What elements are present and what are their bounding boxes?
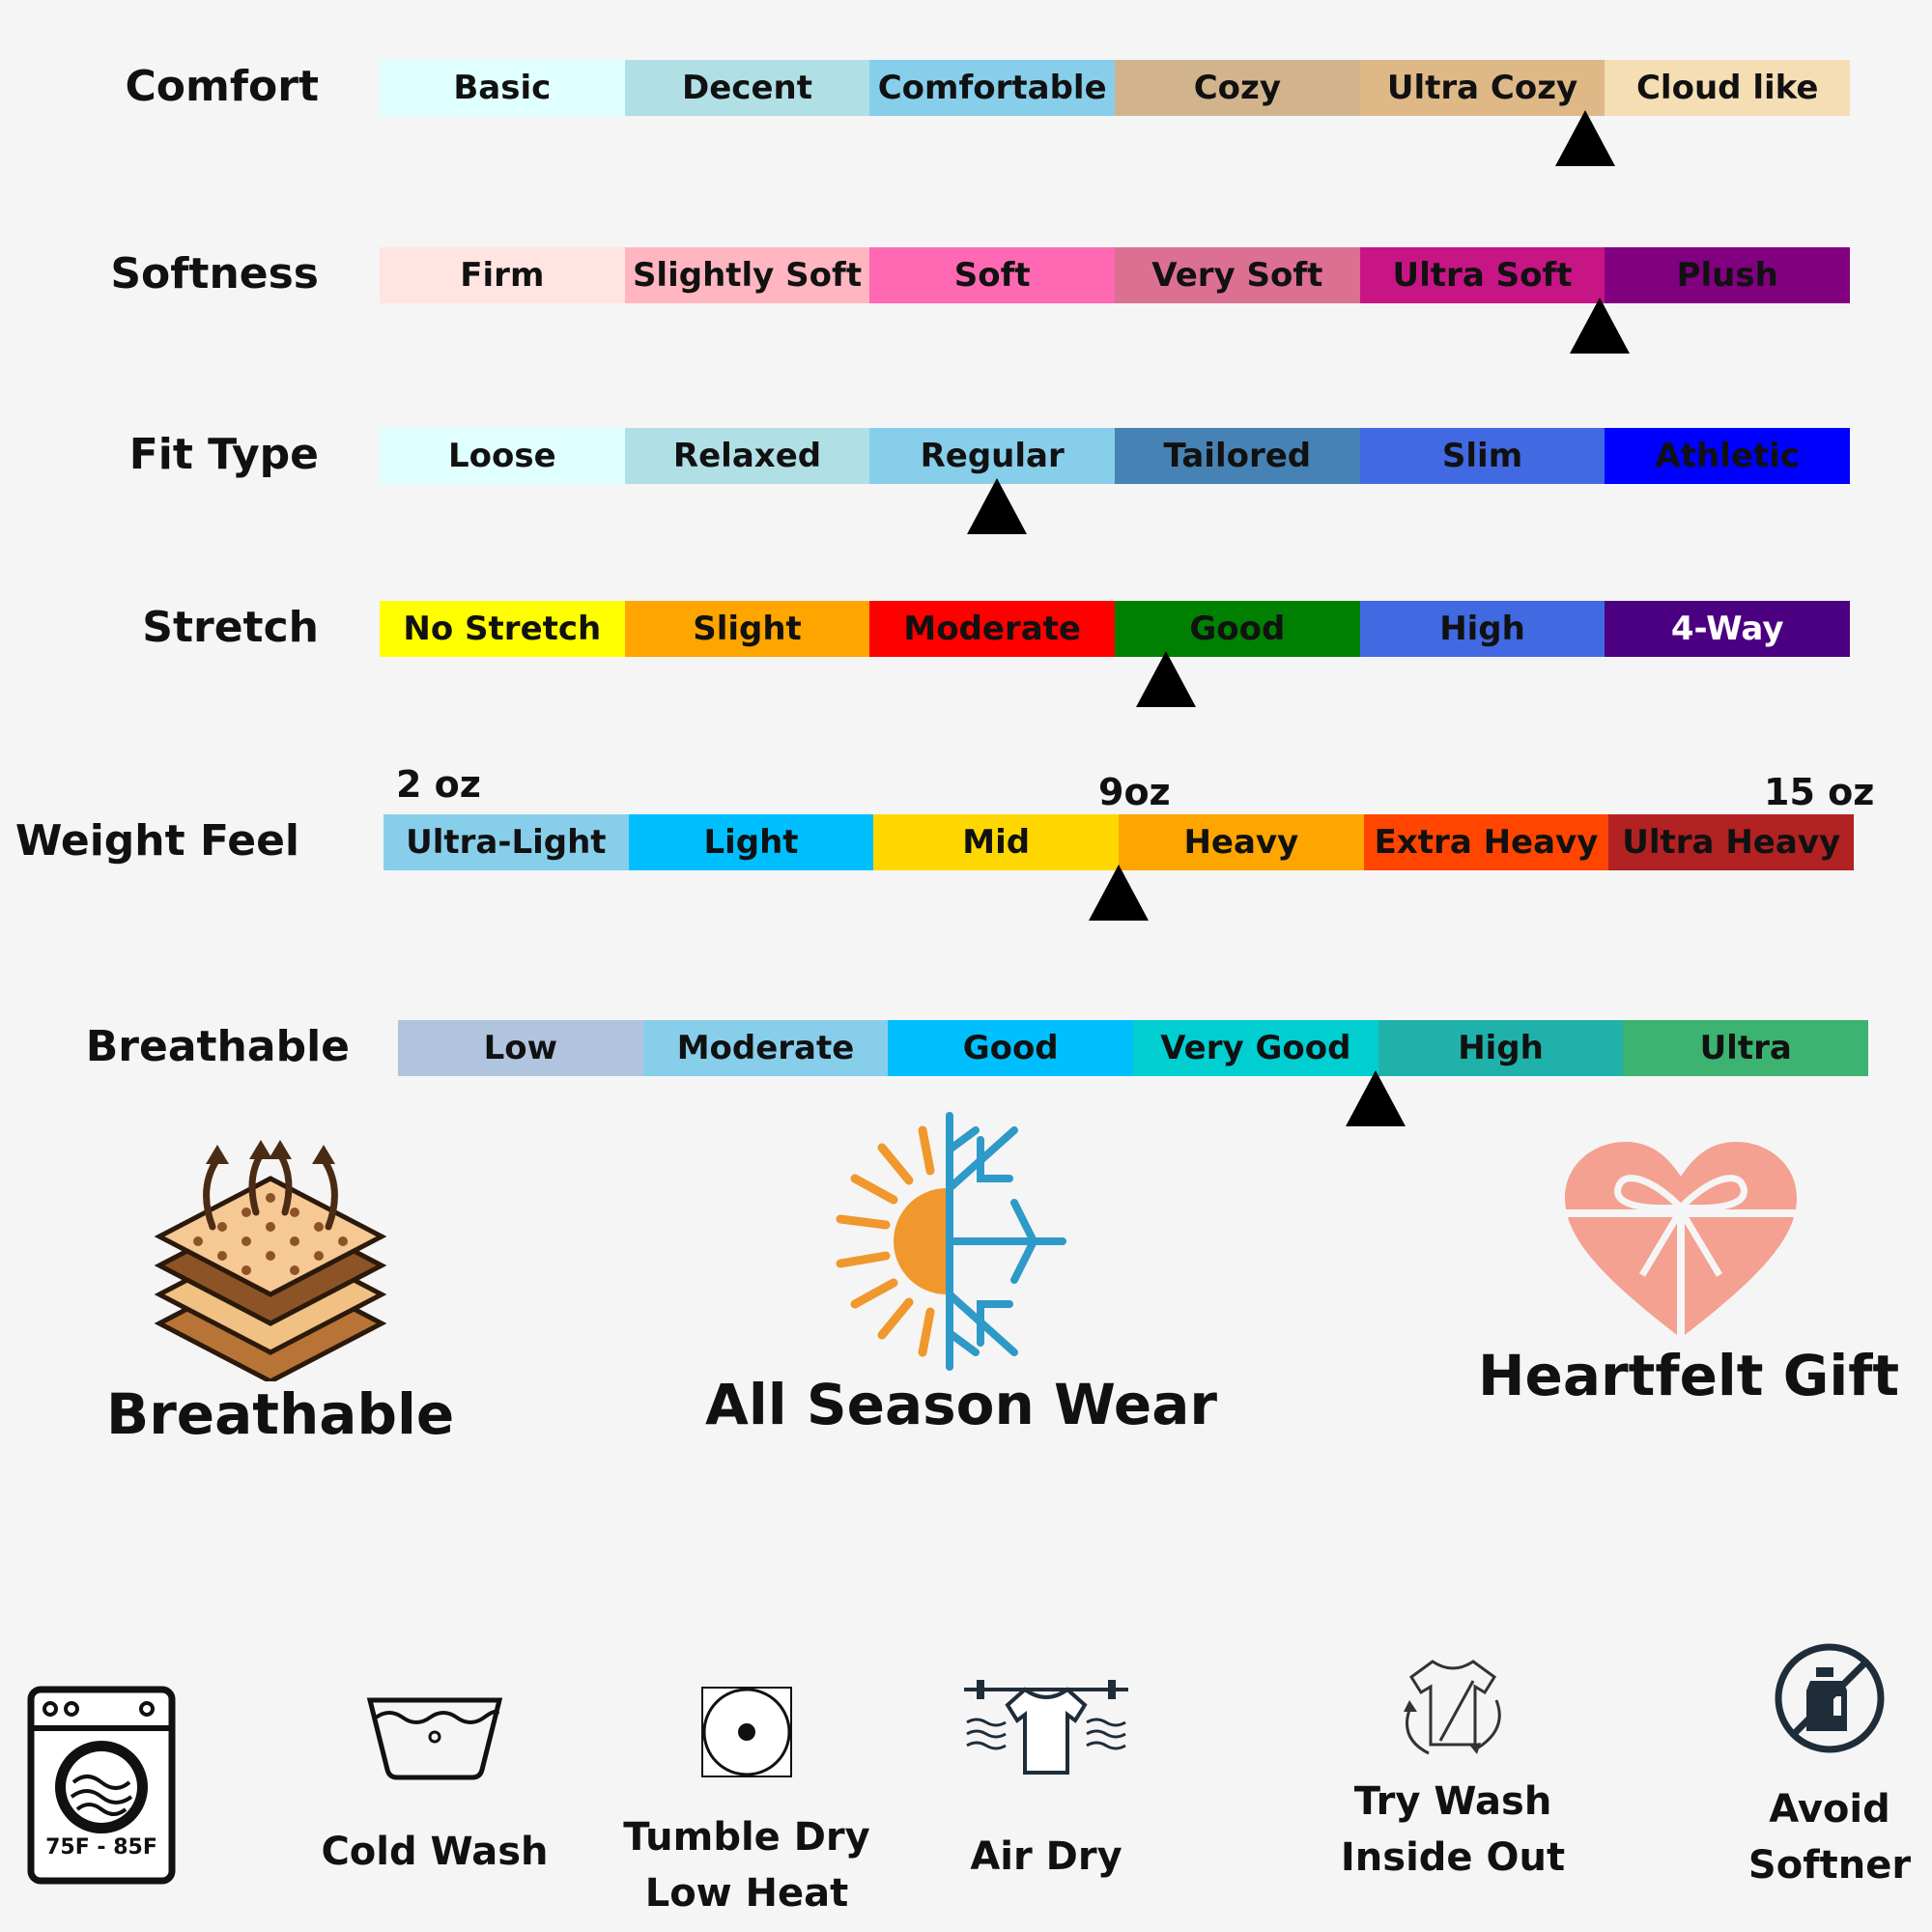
scale-bar-5: Low Moderate Good Very Good High Ultra: [398, 1020, 1869, 1076]
scale-label-1: Softness: [110, 249, 319, 298]
feature-title-all-season: All Season Wear: [705, 1372, 1217, 1437]
scale-segment: 4-Way: [1605, 601, 1851, 657]
feature-title-breathable: Breathable: [106, 1381, 455, 1447]
scale-segment: Tailored: [1115, 428, 1360, 484]
gift-heart-icon: [1560, 1140, 1802, 1343]
scale-pointer-2: [967, 478, 1028, 534]
scale-segment: Regular: [869, 428, 1116, 484]
care-tumble-dry: Tumble Dry Low Heat: [611, 1686, 882, 1921]
feature-gift: Heartfelt Gift: [1478, 1140, 1900, 1408]
scale-segment: Decent: [624, 60, 870, 116]
scale-label-4: Weight Feel: [14, 816, 299, 866]
scale-segment: Cloud like: [1605, 60, 1851, 116]
care-air-dry: Air Dry: [911, 1676, 1181, 1885]
scale-segment: High: [1359, 601, 1605, 657]
scale-segment: Moderate: [869, 601, 1116, 657]
scale-segment: Heavy: [1119, 814, 1364, 870]
scale-segment: Slightly Soft: [624, 247, 870, 303]
scale-bar-2: Loose Relaxed Regular Tailored Slim Athletic: [380, 428, 1851, 484]
scale-pointer-0: [1555, 110, 1616, 166]
sun-snowflake-icon: [816, 1111, 1077, 1372]
feature-title-gift: Heartfelt Gift: [1478, 1343, 1900, 1408]
scale-label-2: Fit Type: [128, 430, 319, 479]
breathable-fabric-icon: [140, 1121, 401, 1381]
scale-bar-3: No Stretch Slight Moderate Good High 4-Way: [380, 601, 1851, 657]
care-inside-out: Try Wash Inside Out: [1318, 1652, 1588, 1886]
tshirt-inside-out-icon: [1390, 1652, 1516, 1758]
care-label-inside-out: Try Wash Inside Out: [1340, 1779, 1566, 1880]
care-label-cold-wash: Cold Wash: [321, 1830, 549, 1874]
tumble-dry-icon: [700, 1686, 793, 1778]
scale-pointer-4: [1089, 865, 1149, 921]
scale-pointer-5: [1346, 1070, 1406, 1126]
scale-segment: Extra Heavy: [1363, 814, 1609, 870]
care-no-softener: Avoid Softner: [1694, 1642, 1932, 1893]
care-label-air-dry: Air Dry: [970, 1834, 1122, 1879]
feature-all-season: All Season Wear: [705, 1111, 1217, 1437]
scale-segment: No Stretch: [380, 601, 625, 657]
scale-segment: Very Soft: [1115, 247, 1360, 303]
scale-bar-0: Basic Decent Comfortable Cozy Ultra Cozy Clou…: [380, 60, 1851, 116]
weight-mark-min: 2 oz: [396, 763, 481, 806]
scale-label-0: Comfort: [125, 62, 319, 111]
scale-segment: Ultra-Light: [384, 814, 629, 870]
weight-mark-mid: 9oz: [1098, 771, 1171, 813]
scale-segment: Ultra Soft: [1359, 247, 1605, 303]
scale-segment: Relaxed: [624, 428, 870, 484]
scale-pointer-3: [1136, 651, 1197, 707]
scale-segment: Plush: [1605, 247, 1851, 303]
scale-label-3: Stretch: [142, 603, 319, 652]
scale-segment: Good: [888, 1020, 1134, 1076]
scale-segment: Soft: [869, 247, 1116, 303]
feature-breathable: Breathable: [106, 1121, 455, 1447]
scale-segment: Ultra Cozy: [1359, 60, 1605, 116]
scale-segment: Cozy: [1115, 60, 1360, 116]
care-label-tumble-dry: Tumble Dry Low Heat: [623, 1815, 870, 1916]
scale-segment: Mid: [873, 814, 1120, 870]
scale-pointer-1: [1570, 298, 1631, 354]
care-label-no-softener: Avoid Softner: [1747, 1787, 1912, 1888]
scale-segment: High: [1378, 1020, 1624, 1076]
scale-segment: Firm: [380, 247, 625, 303]
washing-machine-icon: [27, 1686, 176, 1885]
scale-label-5: Breathable: [85, 1022, 350, 1071]
scale-segment: Comfortable: [869, 60, 1116, 116]
scale-segment: Good: [1115, 601, 1360, 657]
scale-segment: Slim: [1359, 428, 1605, 484]
clothesline-icon: [959, 1676, 1133, 1782]
scale-segment: Athletic: [1605, 428, 1851, 484]
washbasin-icon: [362, 1671, 507, 1787]
scale-bar-1: Firm Slightly Soft Soft Very Soft Ultra Soft…: [380, 247, 1851, 303]
scale-segment: Loose: [380, 428, 625, 484]
scale-segment: Light: [628, 814, 874, 870]
care-cold-wash: Cold Wash: [299, 1671, 570, 1880]
no-softener-icon: [1774, 1642, 1886, 1754]
scale-segment: Ultra: [1623, 1020, 1869, 1076]
scale-bar-4: Ultra-Light Light Mid Heavy Extra Heavy Ultra…: [384, 814, 1855, 870]
scale-segment: Slight: [624, 601, 870, 657]
scale-segment: Low: [398, 1020, 643, 1076]
washer-temp: 75F - 85F: [45, 1835, 157, 1860]
scale-segment: Very Good: [1133, 1020, 1378, 1076]
scale-segment: Moderate: [642, 1020, 889, 1076]
weight-mark-max: 15 oz: [1764, 771, 1875, 813]
scale-segment: Ultra Heavy: [1608, 814, 1855, 870]
scale-segment: Basic: [380, 60, 625, 116]
